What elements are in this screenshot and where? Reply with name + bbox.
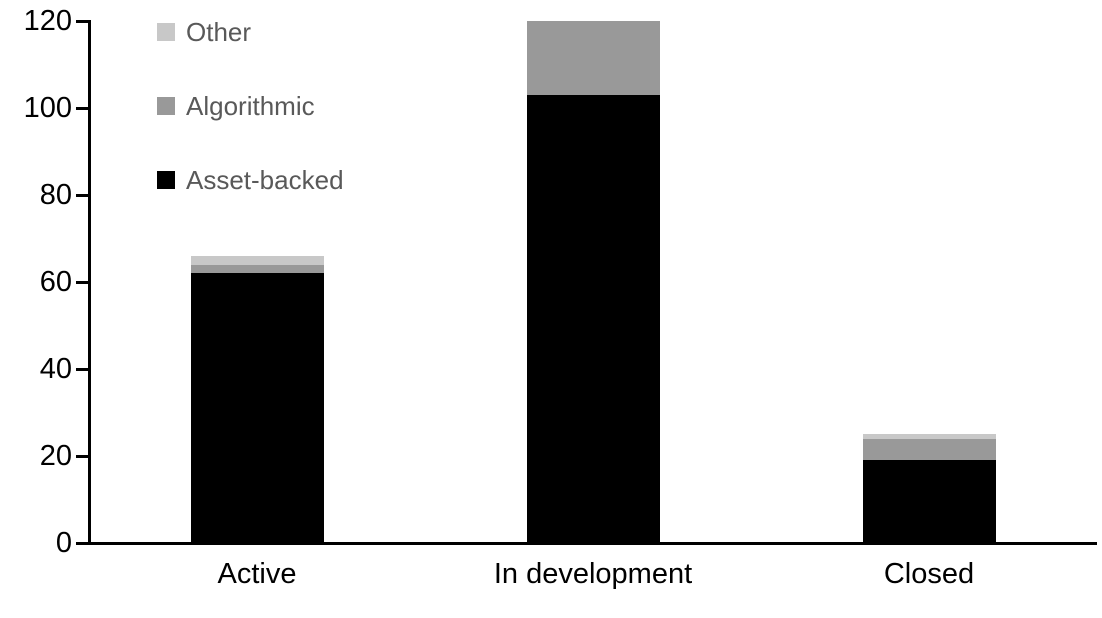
y-axis-line bbox=[88, 19, 91, 545]
category-label-active: Active bbox=[217, 558, 297, 590]
bar-closed bbox=[862, 434, 996, 543]
legend-item-asset-backed: Asset-backed bbox=[157, 167, 344, 193]
y-tick-mark bbox=[76, 541, 88, 545]
legend-label: Other bbox=[186, 17, 252, 47]
y-tick-label: 80 bbox=[39, 179, 72, 211]
bar-in-development bbox=[526, 21, 660, 543]
legend-item-algorithmic: Algorithmic bbox=[157, 93, 344, 119]
y-tick-mark bbox=[76, 19, 88, 23]
category-label-in-development: In development bbox=[493, 558, 693, 590]
bar-segment-asset-backed bbox=[862, 460, 996, 543]
bar-segment-asset-backed bbox=[526, 94, 660, 543]
legend-label: Algorithmic bbox=[186, 91, 315, 121]
y-tick-mark bbox=[76, 454, 88, 458]
bar-segment-algorithmic bbox=[862, 438, 996, 461]
y-tick-mark bbox=[76, 367, 88, 371]
y-tick-label: 0 bbox=[55, 527, 72, 559]
bar-active bbox=[190, 255, 324, 543]
y-tick-label: 20 bbox=[39, 440, 72, 472]
category-label-closed: Closed bbox=[883, 558, 975, 590]
legend-item-other: Other bbox=[157, 19, 344, 45]
y-tick-label: 40 bbox=[39, 353, 72, 385]
bar-segment-other bbox=[862, 434, 996, 439]
y-tick-label: 100 bbox=[23, 92, 72, 124]
bar-segment-other bbox=[190, 255, 324, 265]
x-axis-line bbox=[76, 541, 1097, 545]
legend-label: Asset-backed bbox=[186, 165, 344, 195]
bar-segment-algorithmic bbox=[190, 264, 324, 274]
legend-swatch-icon bbox=[157, 171, 175, 189]
y-tick-mark bbox=[76, 193, 88, 197]
legend-swatch-icon bbox=[157, 97, 175, 115]
y-tick-mark bbox=[76, 106, 88, 110]
legend-swatch-icon bbox=[157, 23, 175, 41]
bar-segment-asset-backed bbox=[190, 273, 324, 543]
chart-legend: Other Algorithmic Asset-backed bbox=[157, 19, 344, 193]
y-tick-mark bbox=[76, 280, 88, 284]
y-tick-label: 120 bbox=[23, 5, 72, 37]
bar-segment-algorithmic bbox=[526, 21, 660, 95]
y-tick-label: 60 bbox=[39, 266, 72, 298]
